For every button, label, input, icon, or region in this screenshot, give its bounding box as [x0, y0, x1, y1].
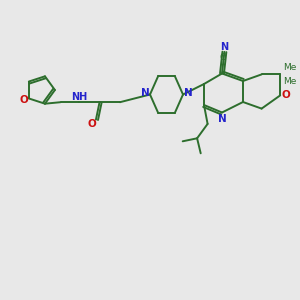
- Text: O: O: [282, 90, 291, 100]
- Text: Me: Me: [283, 63, 296, 72]
- Text: C: C: [220, 53, 226, 62]
- Text: N: N: [218, 113, 226, 124]
- Text: Me: Me: [283, 76, 296, 85]
- Text: N: N: [220, 41, 229, 52]
- Text: NH: NH: [71, 92, 87, 102]
- Text: O: O: [20, 95, 29, 105]
- Text: O: O: [88, 119, 97, 129]
- Text: N: N: [184, 88, 193, 98]
- Text: N: N: [140, 88, 149, 98]
